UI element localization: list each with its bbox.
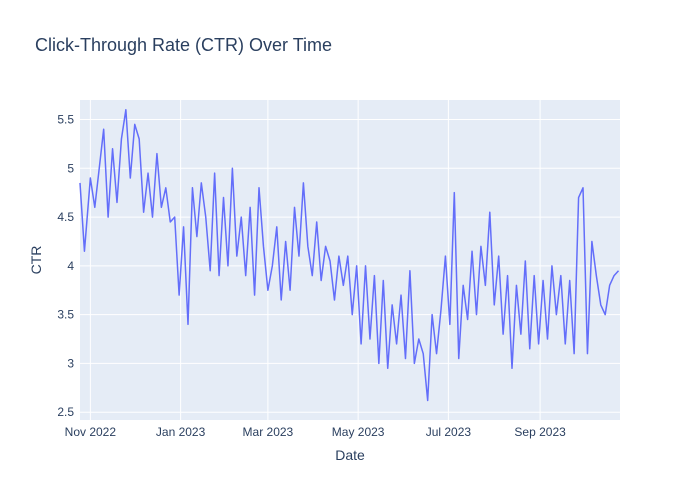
x-tick-label: May 2023 — [332, 425, 385, 439]
y-tick-label: 5.5 — [57, 113, 74, 127]
x-tick-label: Mar 2023 — [243, 425, 294, 439]
y-tick-label: 4.5 — [57, 210, 74, 224]
y-tick-label: 4 — [67, 259, 74, 273]
grid-lines — [80, 100, 620, 420]
y-tick-label: 3 — [67, 356, 74, 370]
y-tick-label: 5 — [67, 161, 74, 175]
x-axis-ticks: Nov 2022 Jan 2023 Mar 2023 May 2023 Jul 2023… — [65, 425, 566, 439]
ctr-series-line — [79, 109, 620, 402]
y-axis-title: CTR — [28, 246, 44, 275]
y-tick-label: 2.5 — [57, 405, 74, 419]
plot-area — [80, 100, 620, 420]
x-tick-label: Jan 2023 — [156, 425, 206, 439]
series-layer — [79, 109, 620, 402]
y-axis-ticks: 2.5 3 3.5 4 4.5 5 5.5 — [57, 113, 74, 420]
x-axis-title: Date — [335, 447, 365, 463]
x-tick-label: Nov 2022 — [65, 425, 117, 439]
chart-title: Click-Through Rate (CTR) Over Time — [35, 35, 332, 55]
x-tick-label: Sep 2023 — [514, 425, 566, 439]
y-tick-label: 3.5 — [57, 308, 74, 322]
x-tick-label: Jul 2023 — [426, 425, 472, 439]
